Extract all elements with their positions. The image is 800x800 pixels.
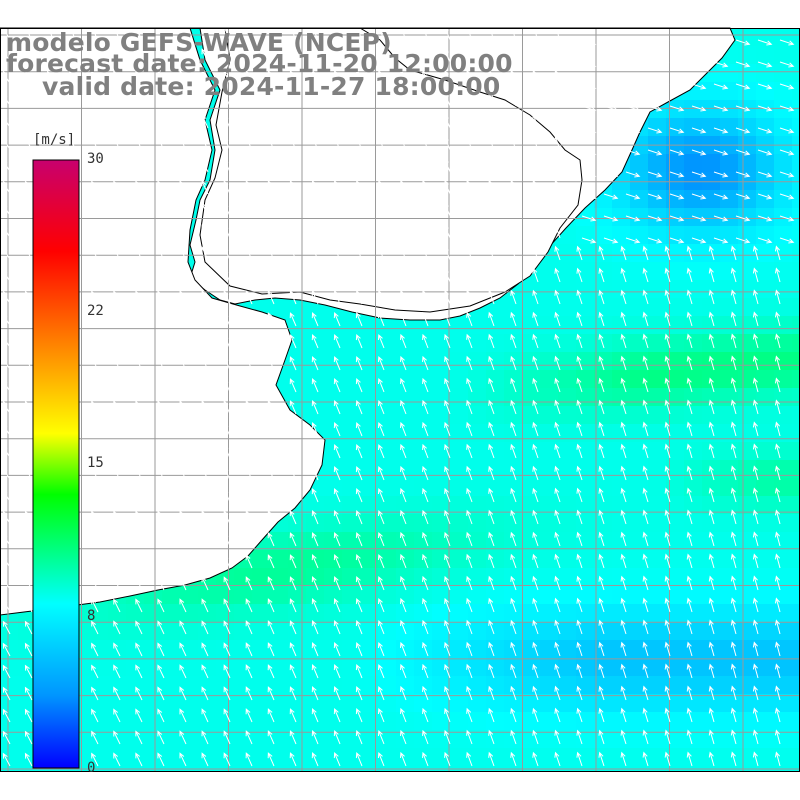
- forecast-date: forecast date: 2024-11-20 12:00:00: [6, 49, 513, 78]
- map-grid: [0, 28, 800, 772]
- wind-arrows: [2, 28, 795, 767]
- valid-date: valid date: 2024-11-27 18:00:00: [42, 72, 501, 101]
- colorbar-tick-0: 0: [87, 760, 96, 776]
- colorbar-tick-8: 8: [87, 608, 96, 624]
- colorbar-tick-30: 30: [87, 151, 104, 167]
- colorbar-tick-22: 22: [87, 303, 104, 319]
- colorbar-tick-15: 15: [87, 455, 104, 471]
- model-title: modelo GEFS-WAVE (NCEP): [6, 28, 392, 57]
- colorbar: [32, 159, 80, 769]
- colorbar-unit: [m/s]: [33, 132, 76, 148]
